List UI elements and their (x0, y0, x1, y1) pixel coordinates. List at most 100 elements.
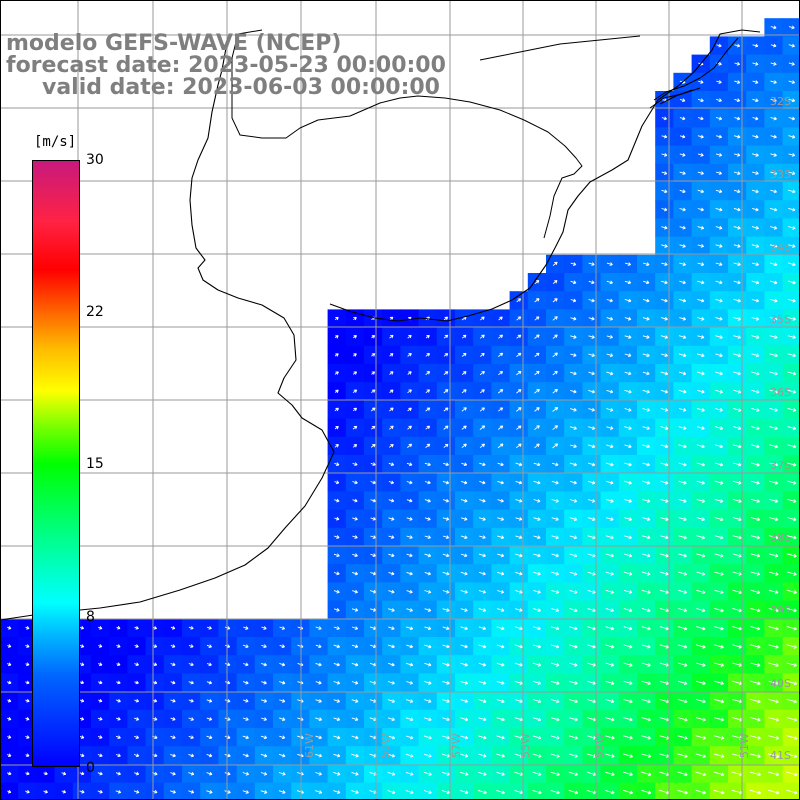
wind-arrow (697, 207, 704, 212)
wind-arrow (641, 771, 652, 777)
wind-arrow (569, 517, 578, 522)
wind-arrow (25, 771, 30, 776)
wind-arrow (352, 535, 358, 539)
wind-arrow (461, 443, 467, 449)
wind-arrow (333, 553, 340, 558)
wind-arrow (552, 316, 558, 321)
wind-arrow (387, 644, 395, 649)
wind-arrow (659, 644, 670, 649)
wind-arrow (25, 753, 30, 757)
wind-arrow (750, 717, 761, 722)
wind-arrow (497, 517, 505, 521)
wind-arrow (261, 680, 267, 685)
wind-arrow (443, 462, 449, 467)
wind-arrow (443, 425, 449, 430)
wind-arrow (605, 753, 615, 758)
wind-arrow (442, 608, 450, 612)
wind-arrow (388, 462, 395, 467)
wind-arrow (661, 152, 668, 157)
wind-arrow (115, 735, 121, 739)
wind-arrow (642, 371, 650, 376)
wind-arrow (751, 262, 760, 267)
wind-cell (145, 782, 165, 800)
colorbar-tick-22: 22 (86, 304, 104, 320)
wind-arrow (695, 771, 707, 777)
wind-arrow (767, 753, 780, 759)
wind-cell (364, 782, 383, 800)
lon-label: 59W (379, 733, 392, 758)
wind-arrow (623, 626, 633, 631)
wind-arrow (751, 189, 759, 194)
wind-arrow (388, 498, 395, 503)
wind-arrow (170, 771, 176, 776)
wind-arrow (641, 644, 651, 649)
wind-arrow (697, 171, 704, 175)
wind-arrow (370, 443, 376, 448)
wind-arrow (188, 680, 194, 685)
wind-arrow (534, 298, 540, 303)
wind-arrow (514, 644, 523, 649)
wind-arrow (25, 735, 30, 739)
wind-arrow (770, 134, 777, 139)
wind-arrow (552, 425, 559, 431)
wind-arrow (497, 389, 504, 394)
wind-arrow (478, 571, 486, 576)
wind-arrow (769, 498, 779, 503)
wind-arrow (497, 462, 504, 467)
wind-arrow (734, 43, 741, 48)
wind-arrow (352, 553, 358, 558)
wind-arrow (97, 717, 103, 721)
wind-arrow (532, 771, 542, 776)
wind-arrow (751, 298, 760, 303)
wind-arrow (552, 280, 558, 285)
wind-arrow (497, 425, 504, 430)
wind-arrow (515, 517, 523, 521)
wind-arrow (678, 462, 687, 467)
wind-cell (418, 782, 438, 800)
wind-arrow (206, 699, 213, 703)
wind-arrow (116, 717, 121, 721)
wind-arrow (441, 753, 451, 758)
wind-arrow (425, 407, 431, 412)
wind-arrow (732, 462, 742, 467)
wind-arrow (424, 589, 432, 594)
wind-arrow (497, 535, 505, 540)
wind-arrow (697, 353, 705, 358)
wind-arrow (425, 389, 431, 394)
wind-arrow (713, 789, 725, 795)
wind-arrow (624, 353, 632, 358)
wind-arrow (787, 353, 796, 358)
wind-arrow (424, 699, 432, 703)
wind-arrow (750, 571, 761, 576)
wind-arrow (569, 608, 578, 613)
wind-arrow (242, 771, 250, 776)
wind-arrow (770, 171, 778, 176)
wind-arrow (696, 626, 706, 631)
wind-arrow (552, 352, 558, 358)
wind-arrow (170, 644, 176, 648)
wind-arrow (442, 498, 450, 503)
wind-arrow (769, 298, 778, 303)
wind-arrow (696, 535, 706, 540)
wind-arrow (442, 662, 450, 667)
wind-arrow (442, 589, 450, 594)
lat-label: 38S (770, 531, 791, 544)
wind-arrow (769, 407, 778, 412)
wind-arrow (569, 444, 577, 449)
wind-arrow (697, 316, 705, 321)
lat-label: 39S (770, 604, 791, 617)
wind-arrow (133, 790, 140, 794)
wind-arrow (751, 225, 759, 230)
wind-arrow (279, 717, 286, 722)
wind-arrow (715, 189, 723, 194)
wind-arrow (677, 644, 688, 649)
wind-arrow (115, 753, 121, 758)
wind-arrow (424, 498, 431, 503)
wind-arrow (550, 735, 560, 740)
wind-arrow (479, 443, 486, 449)
wind-arrow (170, 717, 176, 721)
wind-arrow (605, 662, 615, 667)
wind-arrow (533, 498, 541, 503)
wind-arrow (714, 426, 724, 431)
wind-arrow (516, 389, 522, 394)
